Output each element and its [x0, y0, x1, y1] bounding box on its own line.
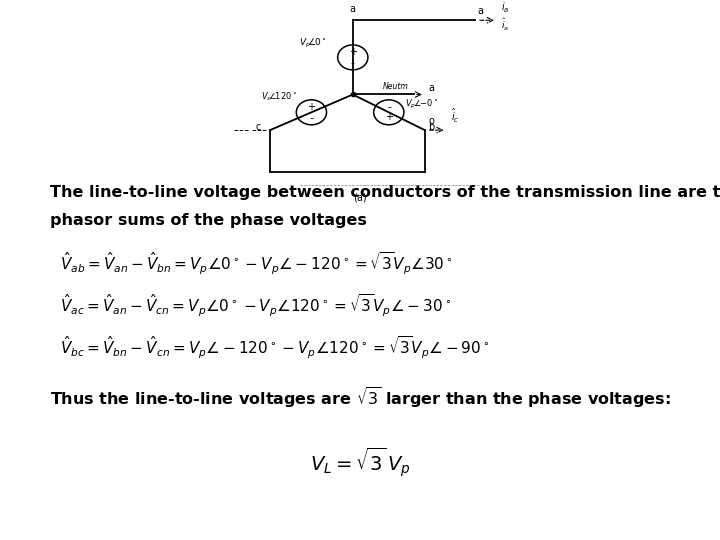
Text: a: a: [477, 6, 483, 16]
Text: a: a: [350, 4, 356, 14]
Text: phasor sums of the phase voltages: phasor sums of the phase voltages: [50, 213, 367, 228]
Text: $V_L = \sqrt{3}\, V_p$: $V_L = \sqrt{3}\, V_p$: [310, 445, 410, 478]
Text: $V_p\!\angle\!0^\circ$: $V_p\!\angle\!0^\circ$: [300, 37, 327, 50]
Text: +: +: [307, 102, 315, 112]
Text: $\hat{i}_a$: $\hat{i}_a$: [501, 0, 510, 15]
Text: The line-to-line voltage between conductors of the transmission line are the: The line-to-line voltage between conduct…: [50, 185, 720, 200]
Text: Neutm: Neutm: [383, 82, 409, 91]
Text: -: -: [387, 102, 392, 112]
Text: $\hat{V}_{ab} = \hat{V}_{an} - \hat{V}_{bn} = V_p\angle 0^\circ - V_p\angle -120: $\hat{V}_{ab} = \hat{V}_{an} - \hat{V}_{…: [60, 250, 453, 276]
Text: +: +: [385, 112, 394, 122]
Text: Thus the line-to-line voltages are $\sqrt{3}$ larger than the phase voltages:: Thus the line-to-line voltages are $\sqr…: [50, 385, 671, 410]
Text: -: -: [351, 58, 355, 68]
Text: (a): (a): [354, 192, 366, 202]
Text: $V_p\!\angle\!{-0^\circ}$: $V_p\!\angle\!{-0^\circ}$: [405, 98, 438, 111]
Text: +: +: [348, 47, 357, 57]
Text: $V_s\!\angle\!120^\circ$: $V_s\!\angle\!120^\circ$: [261, 91, 297, 103]
Text: $\hat{V}_{ac} = \hat{V}_{an} - \hat{V}_{cn} = V_p\angle 0^\circ - V_p\angle 120^: $\hat{V}_{ac} = \hat{V}_{an} - \hat{V}_{…: [60, 292, 451, 319]
Text: -: -: [310, 113, 313, 123]
Text: $\hat{i}_c$: $\hat{i}_c$: [451, 107, 459, 125]
Text: $\hat{V}_{bc} = \hat{V}_{bn} - \hat{V}_{cn} = V_p\angle -120^\circ - V_p\angle 1: $\hat{V}_{bc} = \hat{V}_{bn} - \hat{V}_{…: [60, 334, 490, 361]
Text: a: a: [428, 83, 434, 93]
Text: o: o: [428, 116, 434, 126]
Text: b: b: [428, 122, 435, 132]
Text: c: c: [256, 122, 261, 132]
Text: $\hat{i}_a$: $\hat{i}_a$: [501, 17, 509, 32]
